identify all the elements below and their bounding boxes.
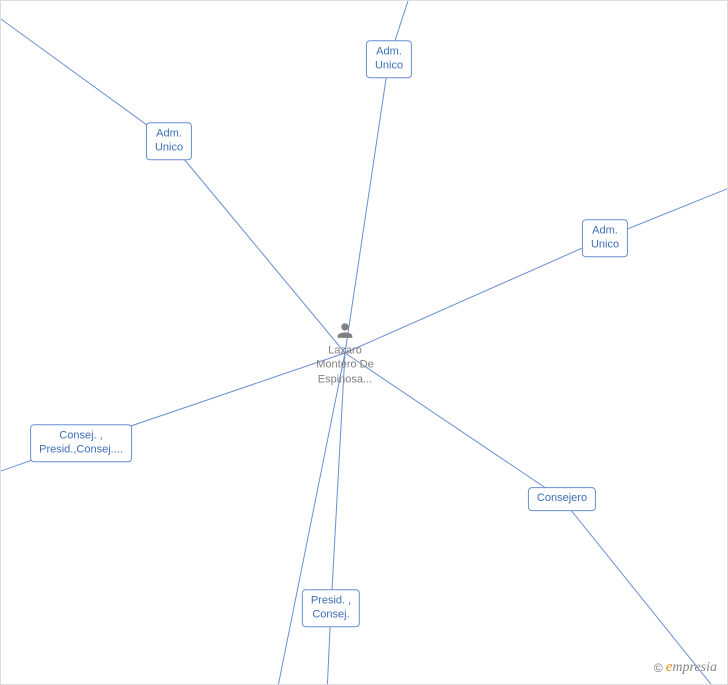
role-node-label: Adm. Unico [582,219,628,257]
network-canvas: Lazaro Montero De Espinosa... Adm. Unico… [1,1,727,684]
person-icon [334,320,356,342]
center-node[interactable]: Lazaro Montero De Espinosa... [290,320,400,387]
brand-rest: mpresia [672,660,717,675]
watermark: © empresia [654,659,717,676]
role-node-label: Consejero [528,487,596,511]
copyright-symbol: © [654,661,663,675]
role-node-label: Adm. Unico [366,40,412,78]
center-node-label: Lazaro Montero De Espinosa... [290,344,400,387]
role-node-label: Consej. , Presid.,Consej.... [30,424,132,462]
role-node[interactable]: Presid. , Consej. [302,589,360,627]
role-node[interactable]: Adm. Unico [146,122,192,160]
role-node[interactable]: Adm. Unico [582,219,628,257]
role-node-label: Presid. , Consej. [302,589,360,627]
role-node[interactable]: Adm. Unico [366,40,412,78]
role-node[interactable]: Consej. , Presid.,Consej.... [30,424,132,462]
role-node-label: Adm. Unico [146,122,192,160]
role-node[interactable]: Consejero [528,487,596,511]
